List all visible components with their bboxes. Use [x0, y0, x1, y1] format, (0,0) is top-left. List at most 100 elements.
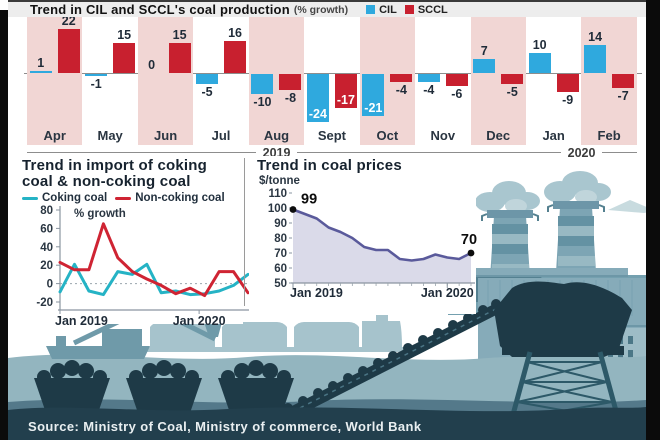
month-group-feb: 14 -7 Feb — [581, 16, 637, 145]
chimney-icon — [481, 210, 539, 278]
sccl-bar-value-label: -7 — [617, 89, 629, 103]
svg-text:99: 99 — [301, 192, 317, 208]
cil-bar — [196, 74, 219, 84]
import-chart-panel: Trend in import of coking coal & non-cok… — [12, 156, 250, 328]
price-chart-panel: Trend in coal prices $/tonne 110 100 90 80 7… — [249, 156, 477, 314]
mountain-icon — [608, 200, 646, 213]
coking-legend-line-icon — [22, 196, 38, 200]
smoke-cloud-icon — [544, 171, 611, 204]
sccl-bar-value-label: -9 — [562, 93, 574, 107]
sccl-bar-value-label: 16 — [228, 26, 242, 40]
panel-divider — [244, 158, 245, 306]
import-chart-title: Trend in import of coking coal & non-cok… — [22, 157, 207, 190]
month-label: Sept — [317, 128, 346, 143]
cil-bar — [85, 74, 108, 76]
year-line — [526, 152, 561, 153]
page-title-suffix: (% growth) — [293, 3, 349, 16]
coal-cart-icon — [218, 360, 294, 419]
coal-pile-hopper — [494, 281, 632, 357]
month-group-jun: 0 15 Jun — [137, 16, 194, 145]
svg-text:-20: -20 — [36, 297, 53, 309]
sccl-legend-swatch-icon — [404, 5, 414, 14]
svg-text:80: 80 — [274, 233, 287, 245]
svg-text:90: 90 — [274, 218, 287, 230]
month-label: Aug — [263, 128, 290, 143]
cil-bar — [528, 53, 551, 73]
month-group-sept: -24 -17 Sept — [304, 16, 359, 145]
year-label-2020: 2020 — [567, 145, 596, 160]
sccl-bar — [334, 74, 357, 108]
year-line — [27, 152, 256, 153]
sccl-bar-value-label: 22 — [61, 14, 76, 28]
sccl-bar — [556, 74, 579, 92]
svg-text:110: 110 — [268, 188, 287, 200]
non-coking-legend-label: Non-coking coal — [135, 192, 225, 204]
month-group-nov: -4 -6 Nov — [415, 16, 470, 145]
cil-bar-value-label: -4 — [423, 83, 435, 97]
page-title: Trend in CIL and SCCL's coal production — [30, 2, 290, 17]
cil-bar — [417, 74, 440, 82]
sccl-bar-value-label: 15 — [117, 28, 132, 42]
cil-bar-value-label: 14 — [588, 30, 603, 44]
cil-bar-value-label: -21 — [364, 101, 383, 115]
svg-text:70: 70 — [461, 232, 477, 248]
svg-text:40: 40 — [40, 242, 53, 254]
month-label: May — [97, 128, 123, 143]
cil-bar-value-label: 1 — [37, 56, 45, 70]
price-chart-unit: $/tonne — [259, 175, 300, 187]
coal-cart-icon — [126, 360, 202, 419]
month-label: Apr — [43, 128, 66, 143]
sccl-bar — [612, 74, 635, 88]
cil-bar-value-label: -10 — [253, 95, 272, 109]
month-label: Oct — [376, 128, 399, 143]
svg-text:100: 100 — [268, 203, 287, 215]
coking-legend-label: Coking coal — [42, 192, 108, 204]
zero-axis-line — [24, 73, 642, 74]
svg-text:% growth: % growth — [74, 208, 126, 220]
ground-band — [8, 407, 646, 440]
cil-bar — [584, 45, 607, 73]
import-chart-legend: Coking coal Non-coking coal — [22, 192, 243, 204]
year-line — [297, 152, 527, 153]
sccl-bar-value-label: -4 — [395, 83, 407, 97]
cil-legend-label: CIL — [379, 3, 397, 16]
month-group-jul: -5 16 Jul — [193, 16, 248, 145]
cil-legend-swatch-icon — [366, 5, 376, 14]
svg-text:60: 60 — [40, 223, 53, 235]
cil-bar-value-label: -1 — [90, 77, 102, 91]
month-group-dec: 7 -5 Dec — [470, 16, 526, 145]
top-chart-legend: CIL SCCL — [358, 4, 448, 16]
month-group-aug: -10 -8 Aug — [248, 16, 305, 145]
svg-text:70: 70 — [274, 248, 287, 260]
sccl-legend-label: SCCL — [417, 3, 448, 16]
svg-text:Jan 2019: Jan 2019 — [290, 286, 343, 300]
sccl-bar — [279, 74, 302, 90]
sccl-bar — [445, 74, 468, 86]
sccl-bar — [501, 74, 524, 84]
svg-text:20: 20 — [40, 260, 53, 272]
sccl-bar — [57, 29, 80, 73]
cil-bar-value-label: -5 — [201, 85, 213, 99]
coal-train-silhouette — [142, 315, 404, 352]
top-chart-months: 1 22 Apr -1 15 May 0 15 Jun -5 16 Jul -10 -8 Aug -24 -17… — [27, 14, 637, 145]
cil-bar — [306, 74, 329, 122]
sccl-bar-value-label: -5 — [506, 85, 518, 99]
cil-bar-value-label: 7 — [480, 44, 488, 58]
sccl-bar — [224, 41, 247, 73]
sccl-bar-value-label: -8 — [284, 91, 297, 105]
sccl-bar-value-label: 15 — [172, 28, 187, 42]
right-border-strip — [646, 0, 660, 440]
svg-text:50: 50 — [274, 278, 287, 290]
month-label: Jun — [154, 128, 178, 143]
import-chart-svg: 80 60 40 20 0 -20 % growth Jan 2019 Jan 2020 — [36, 205, 250, 328]
cil-bar — [362, 74, 385, 116]
source-credit: Source: Ministry of Coal, Ministry of co… — [28, 419, 422, 434]
cil-bar — [251, 74, 274, 94]
sccl-bar — [168, 43, 191, 73]
cil-bar — [473, 59, 496, 73]
sccl-bar — [390, 74, 413, 82]
cil-bar — [29, 71, 52, 73]
svg-text:Jan 2020: Jan 2020 — [421, 286, 474, 300]
